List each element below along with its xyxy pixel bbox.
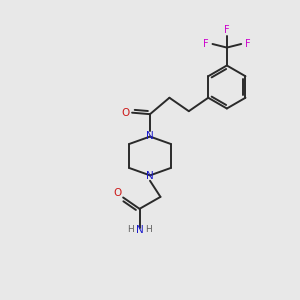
Text: H: H [145, 225, 152, 234]
Text: F: F [245, 39, 250, 49]
Text: N: N [146, 171, 154, 181]
Text: F: F [224, 25, 230, 35]
Text: H: H [127, 225, 134, 234]
Text: O: O [122, 108, 130, 118]
Text: F: F [203, 39, 209, 49]
Text: O: O [113, 188, 121, 198]
Text: N: N [136, 225, 143, 235]
Text: N: N [146, 131, 154, 141]
